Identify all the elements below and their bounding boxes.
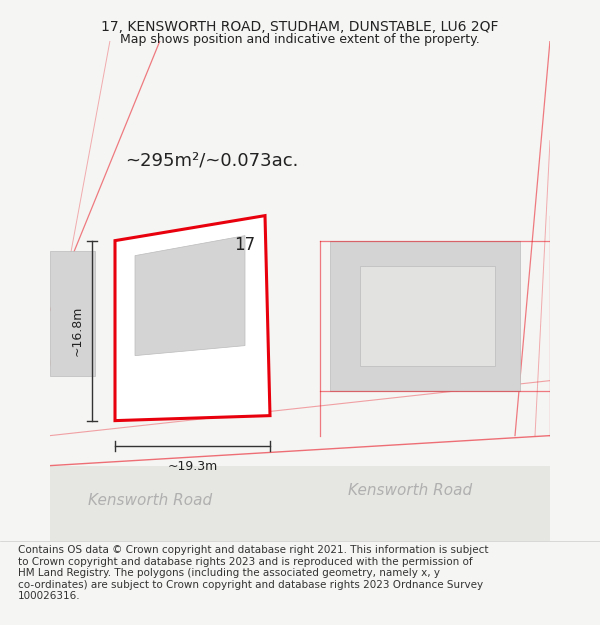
Polygon shape [330, 241, 520, 391]
Text: ~16.8m: ~16.8m [70, 306, 83, 356]
Bar [50, 466, 550, 541]
Polygon shape [135, 236, 245, 356]
Polygon shape [360, 266, 495, 366]
Text: Map shows position and indicative extent of the property.: Map shows position and indicative extent… [120, 32, 480, 46]
Text: 17, KENSWORTH ROAD, STUDHAM, DUNSTABLE, LU6 2QF: 17, KENSWORTH ROAD, STUDHAM, DUNSTABLE, … [101, 20, 499, 34]
Polygon shape [50, 251, 95, 376]
Text: Contains OS data © Crown copyright and database right 2021. This information is : Contains OS data © Crown copyright and d… [18, 545, 488, 601]
Text: ~295m²/~0.073ac.: ~295m²/~0.073ac. [125, 152, 298, 169]
Text: Kensworth Road: Kensworth Road [348, 483, 472, 498]
Polygon shape [115, 216, 270, 421]
Text: ~19.3m: ~19.3m [167, 459, 218, 472]
Text: 17: 17 [234, 236, 255, 254]
Text: Kensworth Road: Kensworth Road [88, 493, 212, 508]
